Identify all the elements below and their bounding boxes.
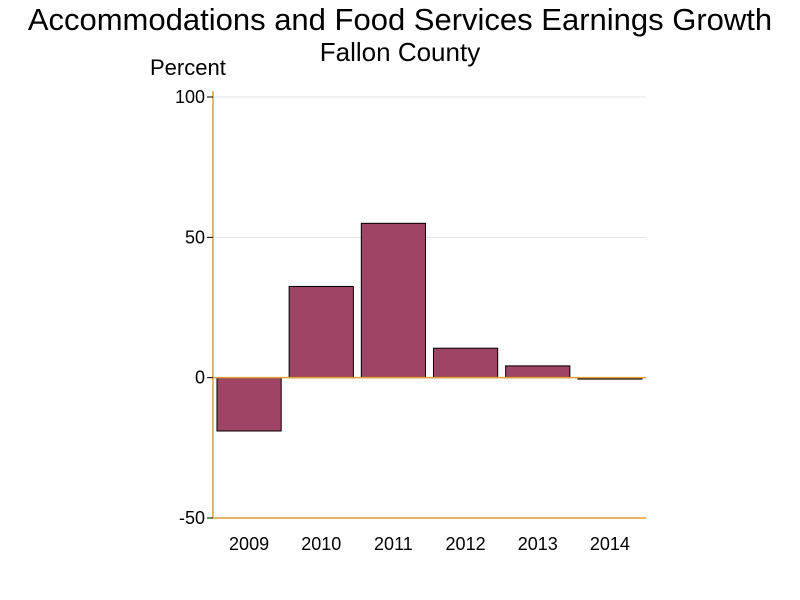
y-tick-label-100: 100 <box>175 87 205 107</box>
x-tick-label-2014: 2014 <box>590 534 630 554</box>
grid-lines <box>213 96 646 238</box>
y-axis-label: Percent <box>150 55 226 80</box>
axes <box>207 91 646 519</box>
x-tick-label-2010: 2010 <box>301 534 341 554</box>
x-tick-label-2011: 2011 <box>374 534 413 554</box>
bar-2011 <box>360 222 427 379</box>
x-tick-label-2009: 2009 <box>229 534 269 554</box>
chart-subtitle: Fallon County <box>319 37 481 67</box>
x-tick-label-2012: 2012 <box>446 534 486 554</box>
bar-2012 <box>432 347 499 379</box>
tick-labels: -50 0 50 100 2009 2010 2011 2012 2013 2014 <box>175 87 630 554</box>
y-tick-label-50: 50 <box>185 227 205 247</box>
y-tick-label--50: -50 <box>179 508 205 528</box>
bar-2009 <box>216 377 282 432</box>
bar-2013 <box>505 365 571 379</box>
bars <box>216 222 643 432</box>
y-tick-label-0: 0 <box>195 368 205 388</box>
bar-2010 <box>288 285 354 379</box>
chart-title: Accommodations and Food Services Earning… <box>27 2 773 37</box>
x-tick-label-2013: 2013 <box>518 534 558 554</box>
